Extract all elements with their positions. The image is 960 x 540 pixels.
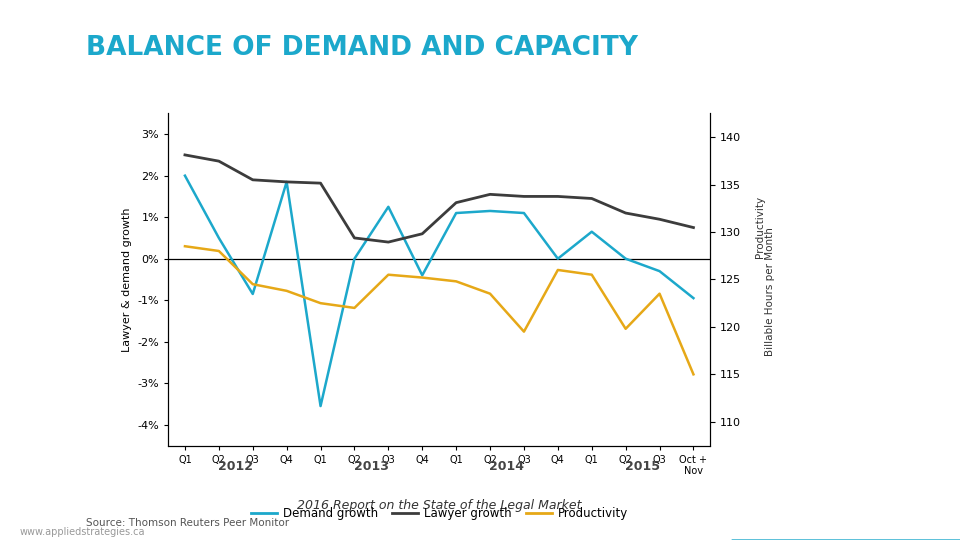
Legend: Demand growth, Lawyer growth, Productivity: Demand growth, Lawyer growth, Productivi… — [247, 502, 633, 524]
Text: 2014: 2014 — [490, 460, 524, 473]
Text: Source: Thomson Reuters Peer Monitor: Source: Thomson Reuters Peer Monitor — [86, 518, 290, 528]
Text: 2016 Report on the State of the Legal Market: 2016 Report on the State of the Legal Ma… — [298, 500, 582, 512]
Text: www.appliedstrategies.ca: www.appliedstrategies.ca — [19, 527, 145, 537]
Text: Billable Hours per Month: Billable Hours per Month — [765, 227, 775, 356]
Text: 2013: 2013 — [354, 460, 389, 473]
Text: BALANCE OF DEMAND AND CAPACITY: BALANCE OF DEMAND AND CAPACITY — [86, 35, 638, 61]
Text: 2012: 2012 — [218, 460, 253, 473]
Text: 2015: 2015 — [625, 460, 660, 473]
Y-axis label: Lawyer & demand growth: Lawyer & demand growth — [122, 207, 132, 352]
Text: Productivity: Productivity — [755, 195, 764, 258]
